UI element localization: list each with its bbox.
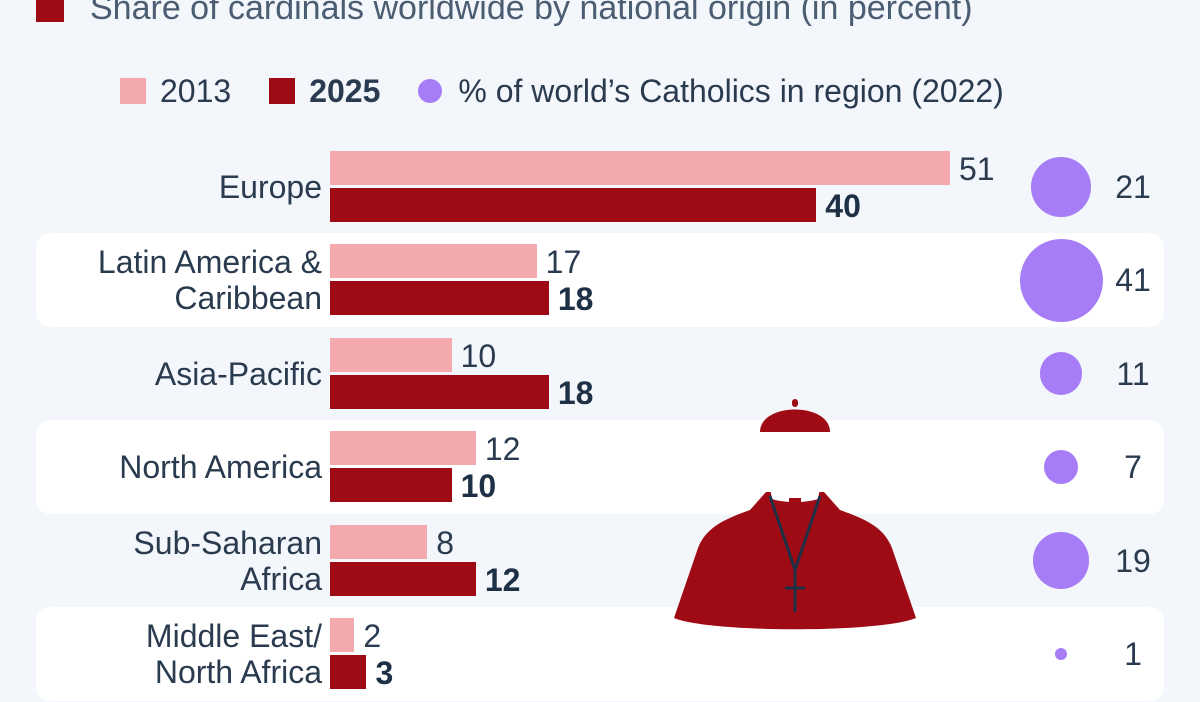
bar-2013 bbox=[330, 151, 950, 185]
bar-2025 bbox=[330, 468, 452, 503]
legend-label-2013: 2013 bbox=[160, 72, 232, 109]
category-label-line: Caribbean bbox=[174, 280, 322, 317]
value-label-2013: 51 bbox=[959, 151, 995, 187]
row-band bbox=[36, 233, 1164, 328]
value-label-2025: 12 bbox=[484, 561, 521, 598]
value-label-2025: 18 bbox=[557, 281, 594, 318]
category-label-line: Latin America & bbox=[97, 244, 322, 281]
bar-2025 bbox=[330, 561, 476, 596]
cardinal-icon bbox=[674, 399, 916, 630]
category-label: Sub-Saharan Africa bbox=[22, 525, 322, 597]
legend-swatch-2013 bbox=[120, 78, 146, 104]
category-label: Middle East/North Africa bbox=[22, 618, 322, 690]
row-band bbox=[36, 607, 1164, 701]
catholics-share-value: 11 bbox=[1116, 355, 1150, 392]
bar-2013 bbox=[330, 431, 476, 466]
catholics-share-circle bbox=[1031, 157, 1091, 217]
bar-2013 bbox=[330, 337, 452, 372]
value-label-2025: 18 bbox=[557, 374, 594, 411]
legend: 2013 2025 % of world’s Catholics in regi… bbox=[120, 70, 1004, 112]
value-label-2025: 3 bbox=[375, 655, 394, 691]
bar-2025 bbox=[330, 374, 549, 409]
catholics-share-circle bbox=[1043, 450, 1079, 485]
value-label-2025: 40 bbox=[825, 188, 861, 224]
category-label-line: Sub-Saharan bbox=[133, 524, 322, 561]
catholics-share-value: 21 bbox=[1115, 169, 1151, 205]
row-band bbox=[36, 420, 1164, 515]
bar-2025 bbox=[330, 655, 367, 689]
category-label: North America bbox=[22, 449, 322, 485]
catholics-share-circle bbox=[1032, 532, 1090, 589]
bar-2013 bbox=[330, 244, 537, 279]
legend-item-2013: 2013 bbox=[120, 73, 231, 110]
bar-2025 bbox=[330, 281, 549, 316]
catholics-share-value: 7 bbox=[1124, 449, 1142, 486]
legend-swatch-2025 bbox=[269, 78, 296, 104]
bar-2013 bbox=[330, 618, 355, 652]
value-label-2013: 10 bbox=[460, 337, 497, 374]
category-label-line: North Africa bbox=[154, 654, 322, 690]
legend-dot-catholics bbox=[418, 79, 443, 103]
legend-item-2025: 2025 bbox=[269, 73, 380, 110]
category-label: Latin America & Caribbean bbox=[22, 244, 322, 316]
legend-label-catholics: % of world’s Catholics in region (2022) bbox=[458, 72, 1004, 109]
value-label-2013: 12 bbox=[484, 431, 521, 468]
legend-item-catholics: % of world’s Catholics in region (2022) bbox=[418, 72, 1004, 110]
category-label-line: Europe bbox=[218, 169, 322, 205]
category-label: Asia-Pacific bbox=[22, 356, 322, 392]
category-label-line: North America bbox=[119, 449, 322, 486]
category-label-line: Africa bbox=[240, 560, 322, 597]
catholics-share-value: 19 bbox=[1115, 542, 1151, 579]
bar-2025 bbox=[330, 188, 817, 222]
value-label-2013: 2 bbox=[363, 618, 382, 654]
catholics-share-circle bbox=[1019, 238, 1103, 322]
category-label-line: Asia-Pacific bbox=[154, 355, 322, 392]
value-label-2013: 8 bbox=[436, 524, 455, 561]
chart-title-row: Share of cardinals worldwide by national… bbox=[36, 0, 973, 30]
catholics-share-value: 1 bbox=[1124, 636, 1142, 672]
title-marker-icon bbox=[36, 0, 64, 22]
bar-2013 bbox=[330, 524, 428, 559]
catholics-share-value: 41 bbox=[1115, 262, 1151, 299]
category-label-line: Middle East/ bbox=[145, 618, 322, 654]
category-label: Europe bbox=[22, 169, 322, 205]
catholics-share-circle bbox=[1054, 647, 1068, 661]
catholics-share-circle bbox=[1039, 352, 1083, 396]
value-label-2013: 17 bbox=[545, 244, 582, 281]
chart-title: Share of cardinals worldwide by national… bbox=[90, 0, 973, 27]
legend-label-2025: 2025 bbox=[309, 72, 381, 109]
value-label-2025: 10 bbox=[460, 468, 497, 505]
